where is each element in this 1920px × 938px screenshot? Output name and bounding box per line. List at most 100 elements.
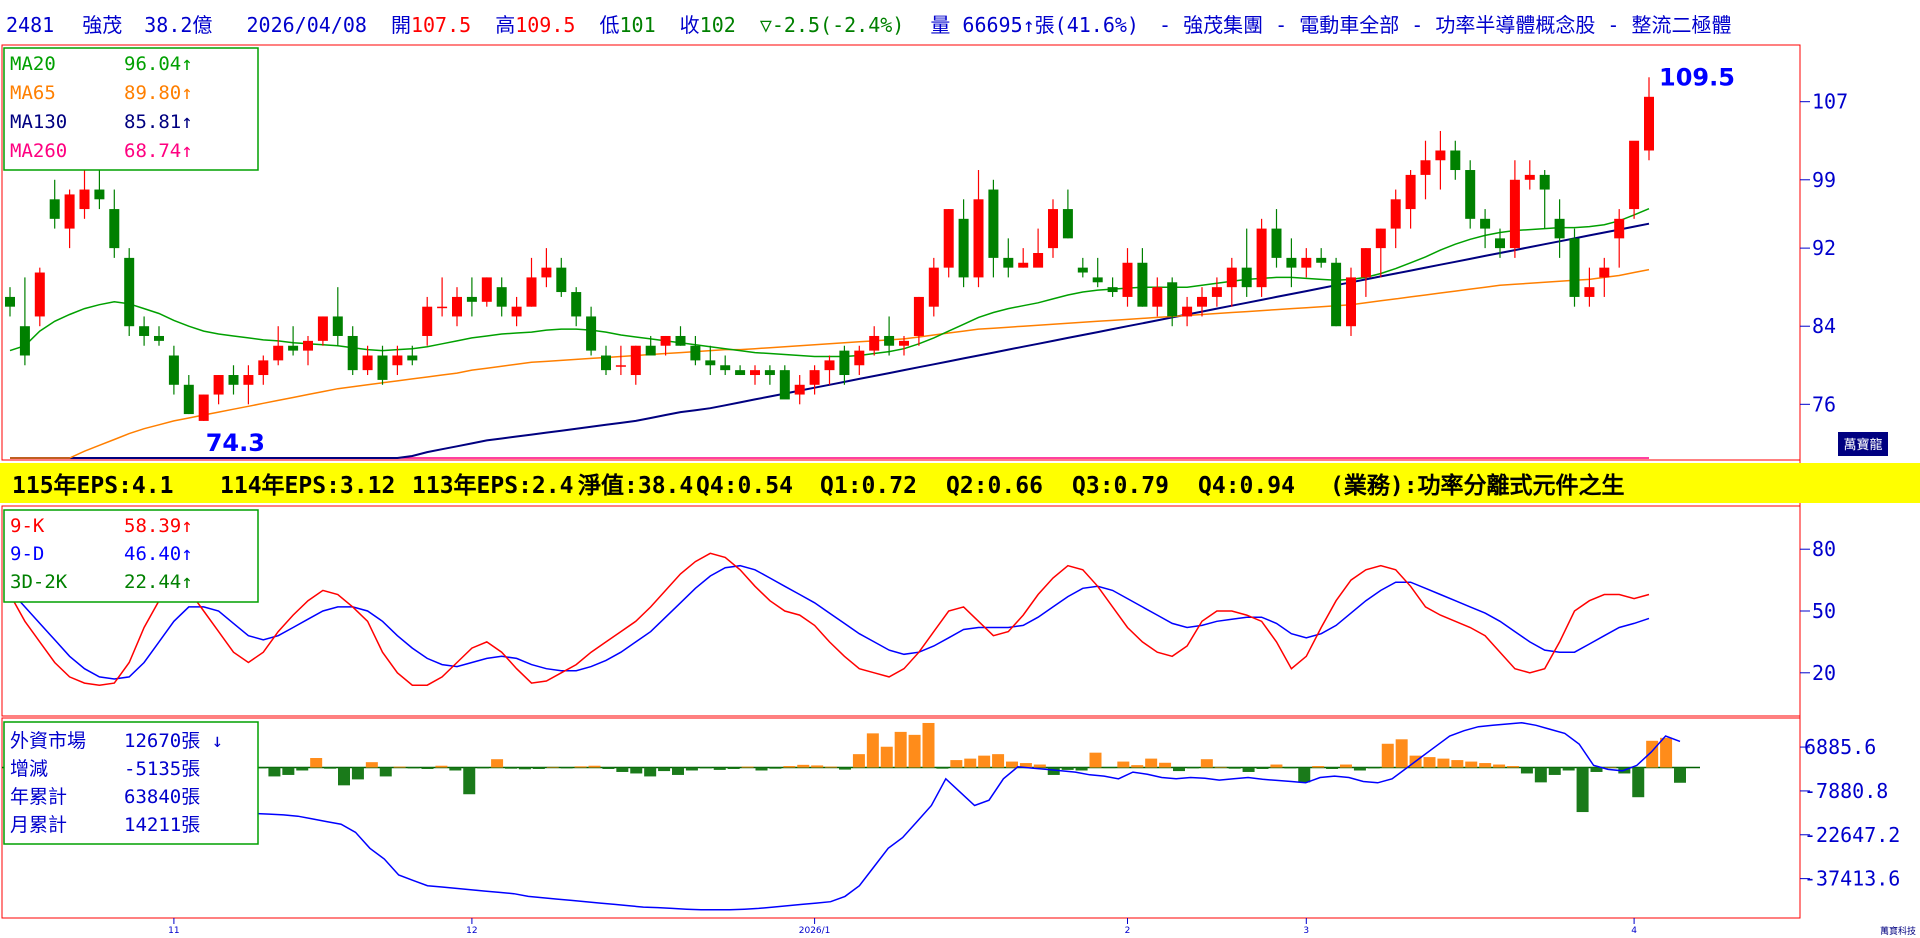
foreign-axis-tick-label: 6885.6 — [1804, 735, 1876, 759]
candle — [1211, 277, 1222, 307]
candle — [422, 296, 433, 346]
candle — [362, 345, 373, 376]
candle-body — [49, 199, 60, 219]
candle — [5, 287, 15, 317]
foreign-bar — [1075, 767, 1088, 771]
foreign-bar — [1061, 767, 1074, 770]
legend-value: -5135張 — [124, 758, 200, 780]
foreign-layer — [2, 721, 1700, 911]
info-bar-item: 114年EPS:3.12 — [220, 472, 395, 499]
candle — [1524, 160, 1535, 190]
x-tick-label: 11 — [168, 926, 179, 936]
foreign-bar — [338, 767, 350, 786]
candle — [541, 248, 552, 288]
candle — [1539, 170, 1550, 229]
candle-body — [168, 355, 179, 385]
ma130-line — [10, 222, 1650, 459]
candle — [1554, 199, 1565, 258]
candle-body — [601, 355, 611, 371]
foreign-bar — [1520, 767, 1533, 774]
candle-body — [124, 257, 135, 327]
candle-body — [1435, 150, 1446, 161]
candle-body — [34, 272, 45, 317]
candle — [332, 287, 343, 346]
foreign-bar — [672, 767, 684, 775]
foreign-bar — [1214, 766, 1227, 768]
candle-body — [407, 355, 418, 361]
foreign-bar — [365, 762, 378, 768]
candle — [1405, 170, 1416, 229]
candle-body — [586, 316, 597, 351]
candle — [1316, 248, 1327, 268]
candle-body — [571, 292, 582, 317]
candle-body — [258, 360, 269, 376]
foreign-bar — [1660, 737, 1673, 768]
candle — [1375, 228, 1386, 278]
foreign-bar — [1270, 764, 1283, 768]
candle — [884, 316, 895, 356]
foreign-bar — [518, 767, 531, 770]
candle-body — [1241, 267, 1252, 288]
foreign-bar — [310, 758, 323, 768]
foreign-bar — [908, 734, 921, 768]
candle — [1420, 140, 1431, 200]
candle-body — [392, 355, 403, 366]
candle — [1584, 267, 1595, 307]
x-tick-label: 12 — [466, 926, 477, 936]
price-axis-tick-label: 107 — [1812, 90, 1848, 114]
candle — [1226, 257, 1237, 307]
candle-body — [1569, 238, 1580, 297]
candle — [1465, 160, 1476, 229]
candle-body — [317, 316, 328, 341]
candle-body — [1211, 287, 1222, 297]
candle — [1614, 209, 1625, 268]
group-tags: - 強茂集團 - 電動車全部 - 功率半導體概念股 - 整流二極體 — [1159, 13, 1731, 37]
foreign-bar — [1576, 767, 1589, 813]
legend-label: MA65 — [10, 82, 56, 104]
kd-axis-tick-label: 50 — [1812, 599, 1836, 623]
candle — [735, 365, 746, 376]
candle — [586, 306, 597, 356]
candle — [168, 345, 179, 395]
candle — [973, 170, 984, 288]
candle — [630, 345, 641, 385]
candle-body — [1062, 209, 1073, 239]
candle — [1122, 248, 1133, 307]
candle — [347, 326, 358, 376]
legend-label: 增減 — [10, 758, 48, 780]
foreign-bar — [685, 767, 698, 771]
candle-body — [943, 209, 954, 268]
foreign-bar — [1507, 766, 1519, 768]
candle — [79, 170, 90, 219]
candle-body — [1524, 174, 1535, 180]
info-bar-item: 115年EPS:4.1 — [12, 472, 173, 499]
candle — [1092, 257, 1103, 288]
x-tick-label: 4 — [1631, 926, 1637, 936]
candle — [571, 287, 582, 327]
candle-body — [422, 306, 433, 336]
candle-body — [452, 296, 462, 317]
foreign-bar — [741, 766, 754, 768]
low-value: 101 — [619, 13, 655, 37]
candle-body — [1360, 248, 1371, 278]
stock-name: 強茂 — [82, 13, 122, 37]
candle — [1435, 130, 1446, 190]
foreign-bar — [1173, 767, 1185, 772]
foreign-bar — [1326, 767, 1339, 769]
candle-body — [303, 340, 313, 351]
candle — [1331, 257, 1342, 327]
watermark-text: 萬寶龍 — [1843, 437, 1882, 453]
candle-body — [1495, 238, 1505, 249]
legend-value: 63840張 — [124, 786, 200, 808]
foreign-bar — [797, 764, 810, 768]
info-bar — [0, 463, 1920, 503]
candle — [228, 365, 239, 395]
legend-label: 3D-2K — [10, 571, 68, 593]
candle — [49, 179, 60, 229]
ma20-line — [9, 208, 1650, 358]
candle-body — [779, 370, 790, 400]
foreign-bar — [1159, 762, 1172, 768]
annotation-high: 109.5 — [1659, 63, 1735, 91]
